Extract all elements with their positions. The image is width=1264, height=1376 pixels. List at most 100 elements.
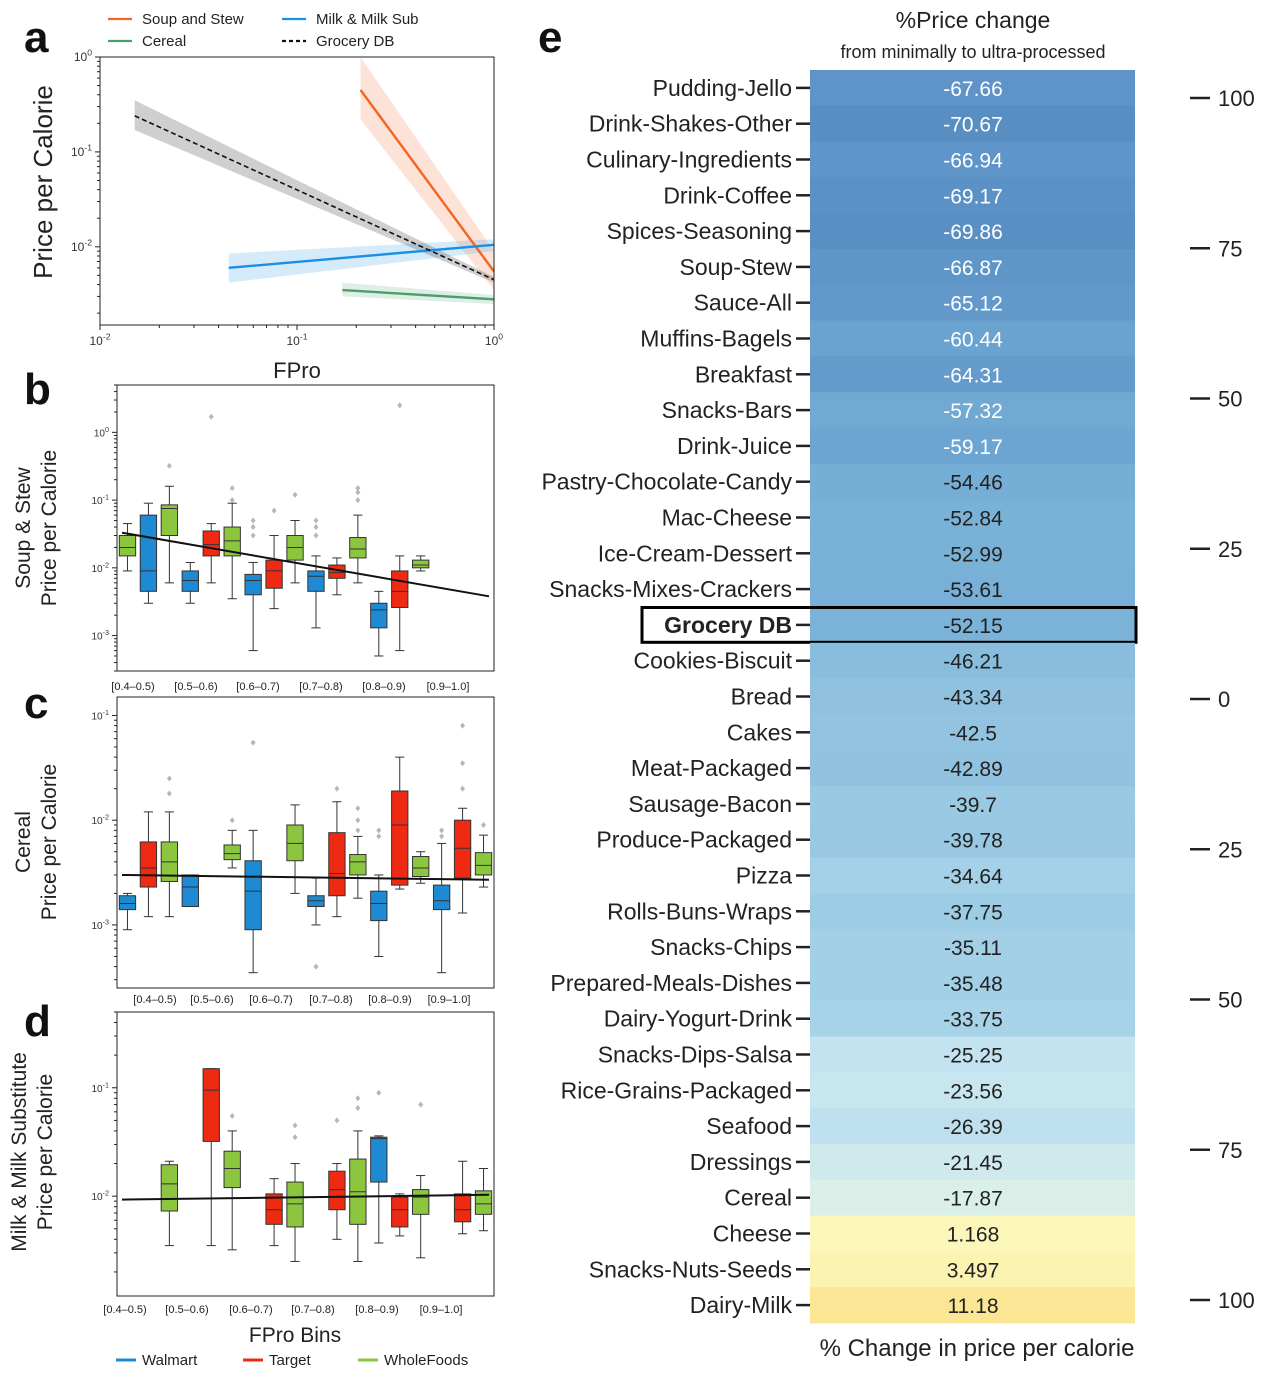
outlier-point bbox=[250, 517, 256, 524]
row-label: Seafood bbox=[706, 1113, 792, 1139]
row-label: Pudding-Jello bbox=[653, 75, 792, 101]
y-tick-label: 10-2 bbox=[91, 560, 109, 575]
heatmap-cell bbox=[810, 1215, 1135, 1252]
heatmap-cell-value: -64.31 bbox=[943, 364, 1003, 387]
legend-label: WholeFoods bbox=[384, 1352, 468, 1369]
box-walmart bbox=[307, 570, 325, 592]
heatmap-cell-value: -21.45 bbox=[943, 1152, 1003, 1175]
heatmap-cell-value: -66.87 bbox=[943, 257, 1003, 280]
box-walmart bbox=[118, 895, 137, 911]
row-label: Muffins-Bagels bbox=[640, 326, 792, 352]
heatmap-cell bbox=[810, 535, 1135, 572]
outlier-point bbox=[166, 462, 172, 469]
colorbar-tick-label: 100 bbox=[1218, 1288, 1255, 1313]
heatmap-cell bbox=[810, 1072, 1135, 1109]
row-label: Ice-Cream-Dessert bbox=[598, 540, 793, 566]
box-wholefoods bbox=[223, 1150, 241, 1189]
x-tick-label: 100 bbox=[485, 332, 503, 348]
y-tick-label: 10-2 bbox=[91, 1189, 109, 1204]
heatmap-cell-value: -65.12 bbox=[943, 293, 1003, 316]
x-category-label: [0.5–0.6) bbox=[174, 681, 217, 693]
heatmap-cell bbox=[810, 857, 1135, 894]
heatmap-cell bbox=[810, 750, 1135, 787]
heatmap-cell-value: -39.78 bbox=[943, 830, 1003, 853]
box-target bbox=[391, 790, 409, 886]
x-category-label: [0.6–0.7) bbox=[236, 681, 279, 693]
heatmap-cell bbox=[810, 70, 1135, 107]
y-tick-label: 100 bbox=[94, 425, 109, 440]
heatmap-cell-value: 11.18 bbox=[948, 1295, 999, 1318]
outlier-point bbox=[334, 785, 340, 792]
box-target bbox=[202, 530, 220, 557]
outlier-point bbox=[166, 790, 172, 797]
heatmap-cell-value: -60.44 bbox=[943, 329, 1003, 352]
box-walmart bbox=[244, 860, 262, 931]
row-label: Cookies-Biscuit bbox=[634, 648, 793, 674]
x-tick-label: 10-2 bbox=[89, 332, 110, 348]
legend-label: Grocery DB bbox=[316, 33, 394, 50]
heatmap-cell bbox=[810, 929, 1135, 966]
heatmap-cell-value: -69.86 bbox=[943, 221, 1003, 244]
y-tick-label: 10-2 bbox=[91, 813, 109, 828]
box-walmart bbox=[370, 602, 388, 629]
trend-line bbox=[121, 873, 490, 881]
heatmap-cell-value: -43.34 bbox=[943, 687, 1003, 710]
row-label: Culinary-Ingredients bbox=[586, 147, 792, 173]
x-category-label: [0.7–0.8) bbox=[309, 994, 352, 1006]
outlier-point bbox=[481, 821, 487, 828]
row-label: Pizza bbox=[736, 863, 792, 889]
row-label: Snacks-Chips bbox=[650, 934, 792, 960]
plot-frame bbox=[116, 696, 495, 989]
heatmap-cell-value: -35.48 bbox=[943, 973, 1003, 996]
box-wholefoods bbox=[223, 526, 241, 557]
x-category-label: [0.8–0.9) bbox=[362, 681, 405, 693]
heatmap-cell bbox=[810, 177, 1135, 214]
outlier-point bbox=[229, 817, 235, 824]
box-wholefoods bbox=[160, 504, 179, 537]
heatmap-cell-value: -42.89 bbox=[943, 758, 1003, 781]
row-label: Bread bbox=[731, 684, 792, 710]
heatmap-cell-value: -52.15 bbox=[943, 615, 1003, 638]
outlier-point bbox=[229, 485, 235, 492]
box-wholefoods bbox=[160, 1164, 179, 1212]
outlier-point bbox=[292, 491, 298, 498]
outlier-point bbox=[166, 775, 172, 782]
box-wholefoods bbox=[474, 852, 493, 876]
row-label: Meat-Packaged bbox=[631, 755, 792, 781]
heatmap-cell-value: 1.168 bbox=[947, 1224, 1000, 1247]
heatmap-cell-value: -46.21 bbox=[943, 651, 1003, 674]
box-walmart bbox=[244, 573, 262, 596]
y-tick-label: 10-1 bbox=[91, 1080, 109, 1095]
outlier-point bbox=[334, 1117, 340, 1124]
y-tick-label: 10-2 bbox=[71, 237, 92, 253]
row-label: Snacks-Dips-Salsa bbox=[598, 1042, 792, 1068]
heatmap-cell-value: -70.67 bbox=[943, 114, 1003, 137]
heatmap-cell bbox=[810, 320, 1135, 357]
heatmap-cell bbox=[810, 463, 1135, 501]
heatmap-cell bbox=[810, 1179, 1135, 1217]
y-tick-label: 10-1 bbox=[91, 493, 109, 508]
series-line-0 bbox=[359, 89, 495, 273]
x-category-label: [0.5–0.6) bbox=[165, 1304, 208, 1316]
x-category-label: [0.9–1.0] bbox=[428, 994, 471, 1006]
outlier-point bbox=[292, 1134, 298, 1141]
heatmap-cell bbox=[810, 213, 1135, 250]
x-category-label: [0.4–0.5) bbox=[103, 1304, 146, 1316]
heatmap-cell bbox=[810, 249, 1135, 286]
outlier-point bbox=[418, 1101, 424, 1108]
box-walmart bbox=[181, 874, 199, 907]
box-target bbox=[202, 1068, 220, 1142]
box-target bbox=[391, 570, 409, 608]
heatmap-cell bbox=[810, 678, 1135, 715]
outlier-point bbox=[271, 507, 277, 514]
y-tick-label: 10-3 bbox=[91, 628, 109, 643]
outlier-point bbox=[292, 1122, 298, 1129]
heatmap-cell bbox=[810, 392, 1135, 429]
outlier-point bbox=[250, 739, 256, 746]
row-label: Snacks-Bars bbox=[662, 397, 792, 423]
heatmap-cell bbox=[810, 1108, 1135, 1145]
heatmap-cell bbox=[810, 821, 1135, 859]
ci-band-2 bbox=[342, 282, 494, 304]
box-wholefoods bbox=[474, 1190, 493, 1215]
